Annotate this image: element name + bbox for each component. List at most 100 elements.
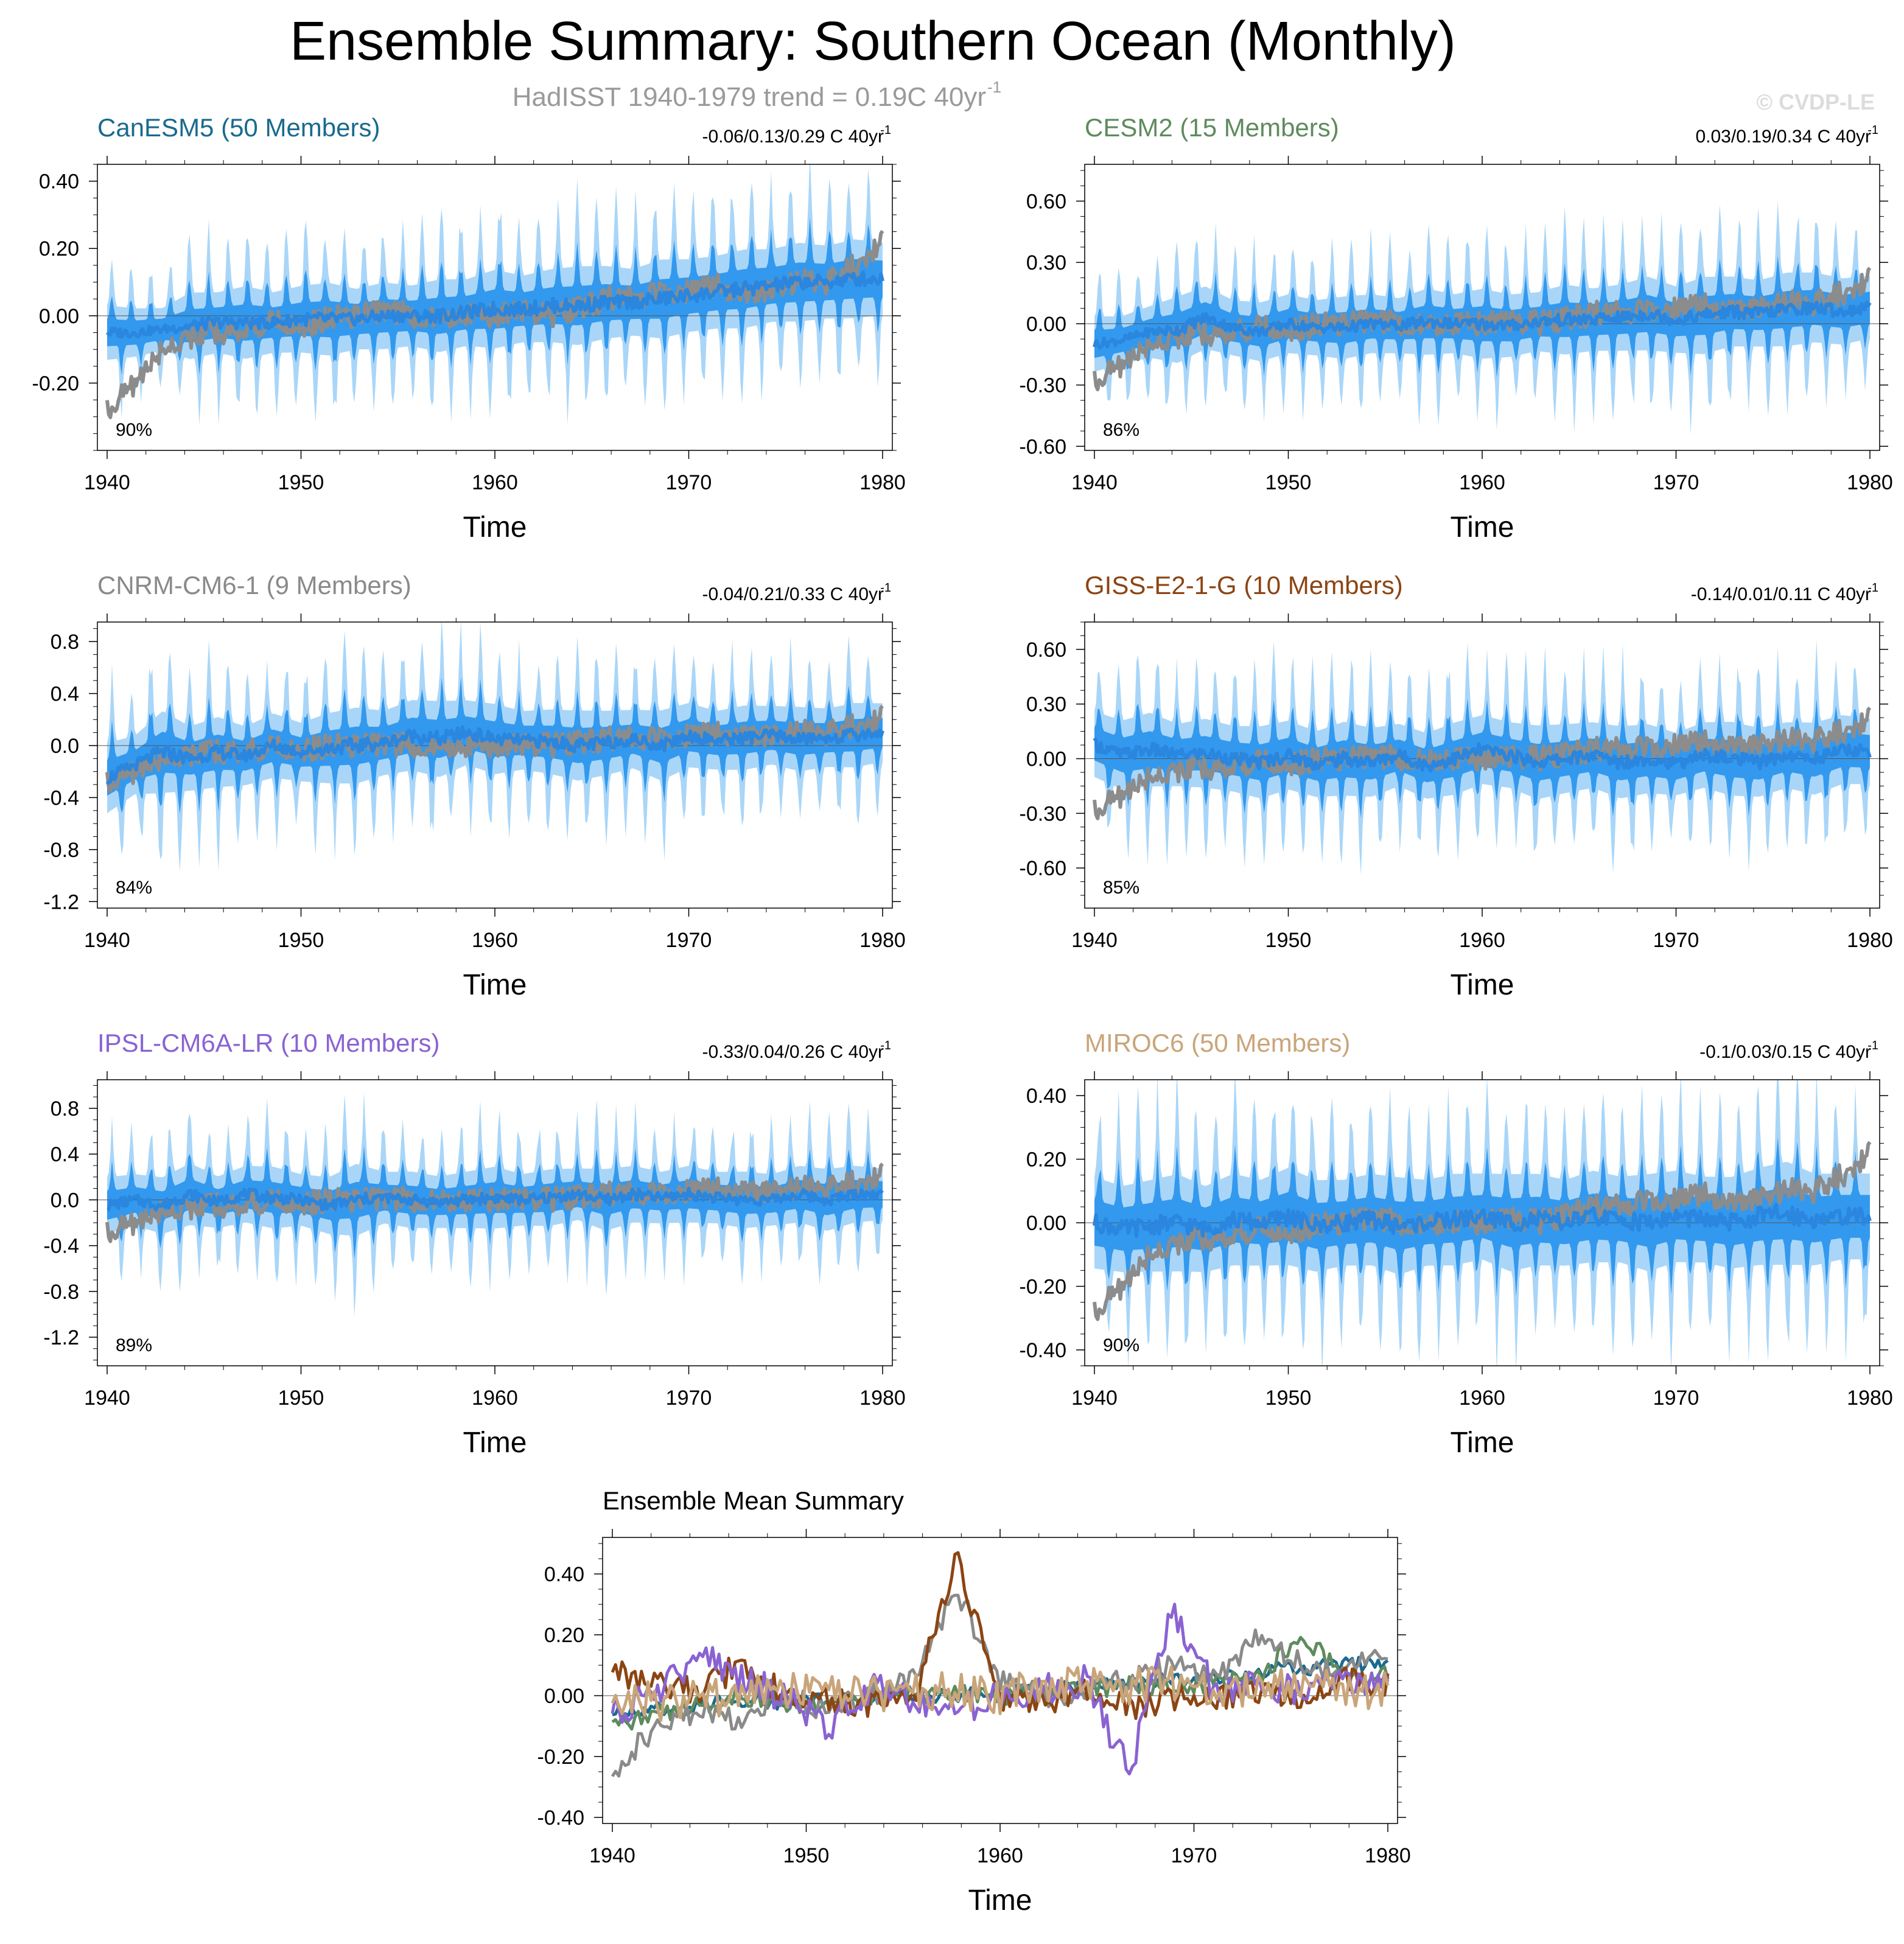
panel-title: IPSL-CM6A-LR (10 Members) — [97, 1029, 439, 1057]
x-tick-label: 1950 — [278, 1386, 324, 1410]
panel-miroc6: MIROC6 (50 Members) -0.1/0.03/0.15 C 40yr… — [1020, 1029, 1893, 1459]
y-tick-label: 0.40 — [544, 1563, 584, 1586]
x-tick-label: 1950 — [1265, 1386, 1312, 1410]
x-tick-label: 1960 — [472, 1386, 518, 1410]
ensemble-mean-line — [105, 270, 884, 339]
y-tick-label: 0.40 — [39, 170, 79, 194]
panel-trend-superscript: -1 — [880, 124, 891, 137]
ensemble-mean-line — [1093, 737, 1872, 773]
plot-area — [1085, 200, 1880, 435]
observation-line — [1093, 1141, 1872, 1321]
ensemble-mean-line — [1093, 1203, 1872, 1238]
x-tick-label: 1940 — [84, 1386, 130, 1410]
y-tick-label: 0.8 — [51, 631, 79, 654]
plot-area — [1085, 640, 1880, 875]
panel-ensemble-mean-summary: Ensemble Mean Summary -0.40 -0.20 0.00 0.20 0… — [537, 1486, 1411, 1917]
series-line-giss-e2-1-g — [611, 1551, 1390, 1720]
x-axis-label: Time — [463, 969, 527, 1001]
series-line-miroc6 — [611, 1665, 1390, 1722]
plot-area — [97, 164, 892, 425]
y-tick-label: -0.8 — [43, 839, 79, 862]
y-tick-label: -0.60 — [1020, 857, 1067, 880]
y-tick-label: -0.40 — [1020, 1339, 1067, 1362]
x-tick-label: 1940 — [1071, 1386, 1118, 1410]
x-tick-label: 1950 — [1265, 929, 1312, 952]
subtitle-superscript: -1 — [987, 78, 1001, 96]
y-tick-label: 0.4 — [51, 1143, 79, 1166]
x-tick-label: 1970 — [666, 1386, 712, 1410]
plot-area — [97, 622, 892, 872]
y-tick-label: -0.4 — [43, 786, 79, 809]
y-tick-label: -0.20 — [1020, 1275, 1067, 1298]
y-tick-label: 0.60 — [1026, 638, 1066, 662]
x-axis-label: Time — [968, 1884, 1032, 1917]
ensemble-mean-line — [105, 725, 884, 786]
panel-cesm2: CESM2 (15 Members) 0.03/0.19/0.34 C 40yr-… — [1020, 113, 1893, 544]
x-axis-label: Time — [463, 1427, 527, 1459]
x-tick-label: 1970 — [1653, 471, 1699, 494]
watermark: © CVDP-LE — [1756, 89, 1875, 114]
panel-trend-superscript: -1 — [880, 581, 891, 595]
plot-area — [603, 1551, 1398, 1778]
x-tick-label: 1980 — [1365, 1844, 1411, 1867]
x-tick-label: 1970 — [1171, 1844, 1217, 1867]
panel-title: CNRM-CM6-1 (9 Members) — [97, 571, 411, 600]
panel-trend: -0.06/0.13/0.29 C 40yr — [702, 127, 884, 147]
panel-ipsl-cm6a-lr: IPSL-CM6A-LR (10 Members) -0.33/0.04/0.26… — [43, 1029, 905, 1459]
y-tick-label: -0.30 — [1020, 802, 1067, 825]
x-tick-label: 1960 — [1459, 471, 1505, 494]
y-tick-label: -0.20 — [537, 1746, 585, 1769]
y-tick-label: 0.8 — [51, 1097, 79, 1121]
x-axis-label: Time — [1451, 969, 1514, 1001]
panel-trend: -0.04/0.21/0.33 C 40yr — [702, 584, 884, 604]
y-tick-label: 0.0 — [51, 735, 79, 758]
ensemble-mean-line — [107, 1186, 884, 1212]
y-tick-label: -1.2 — [43, 1326, 79, 1349]
panel-title: CESM2 (15 Members) — [1085, 113, 1339, 142]
panel-title: Ensemble Mean Summary — [603, 1486, 904, 1515]
x-tick-label: 1970 — [1653, 1386, 1699, 1410]
panel-trend-superscript: -1 — [1867, 124, 1878, 137]
series-line-cnrm-cm6-1 — [611, 1593, 1388, 1778]
panel-percent: 89% — [116, 1335, 152, 1355]
y-tick-label: 0.00 — [1026, 748, 1066, 771]
y-tick-label: -0.40 — [537, 1806, 585, 1830]
x-tick-label: 1960 — [472, 929, 518, 952]
main-title: Ensemble Summary: Southern Ocean (Monthl… — [290, 11, 1456, 72]
x-tick-label: 1950 — [783, 1844, 830, 1867]
ensemble-mean-line — [1093, 300, 1872, 350]
y-tick-label: -1.2 — [43, 890, 79, 914]
x-tick-label: 1970 — [666, 471, 712, 494]
x-tick-label: 1970 — [1653, 929, 1699, 952]
y-tick-label: 0.00 — [1026, 313, 1066, 336]
panel-percent: 90% — [116, 420, 152, 440]
plot-area — [97, 1092, 892, 1317]
x-tick-label: 1980 — [859, 471, 906, 494]
x-tick-label: 1980 — [1847, 929, 1893, 952]
y-tick-label: 0.60 — [1026, 190, 1066, 213]
panel-giss-e2-1-g: GISS-E2-1-G (10 Members) -0.14/0.01/0.11 … — [1020, 571, 1893, 1001]
y-tick-label: 0.20 — [544, 1624, 584, 1647]
panel-title: CanESM5 (50 Members) — [97, 113, 380, 142]
y-tick-label: 0.40 — [1026, 1085, 1066, 1108]
y-tick-label: 0.30 — [1026, 251, 1066, 274]
x-tick-label: 1980 — [859, 929, 906, 952]
panel-percent: 85% — [1103, 878, 1139, 898]
plot-area — [1085, 1080, 1880, 1366]
x-tick-label: 1970 — [666, 929, 712, 952]
y-tick-label: 0.20 — [1026, 1149, 1066, 1172]
y-tick-label: 0.00 — [39, 305, 79, 328]
panel-trend: -0.33/0.04/0.26 C 40yr — [702, 1042, 884, 1062]
y-tick-label: 0.30 — [1026, 693, 1066, 716]
panel-trend: 0.03/0.19/0.34 C 40yr — [1695, 127, 1871, 147]
y-tick-label: 0.20 — [39, 237, 79, 260]
y-tick-label: 0.4 — [51, 683, 79, 706]
x-tick-label: 1960 — [472, 471, 518, 494]
subtitle: HadISST 1940-1979 trend = 0.19C 40yr — [513, 82, 986, 112]
y-tick-label: -0.60 — [1020, 435, 1067, 458]
panel-trend: -0.1/0.03/0.15 C 40yr — [1699, 1042, 1871, 1062]
panel-percent: 86% — [1103, 420, 1139, 440]
panel-trend-superscript: -1 — [1867, 581, 1878, 595]
panel-title: GISS-E2-1-G (10 Members) — [1085, 571, 1403, 600]
